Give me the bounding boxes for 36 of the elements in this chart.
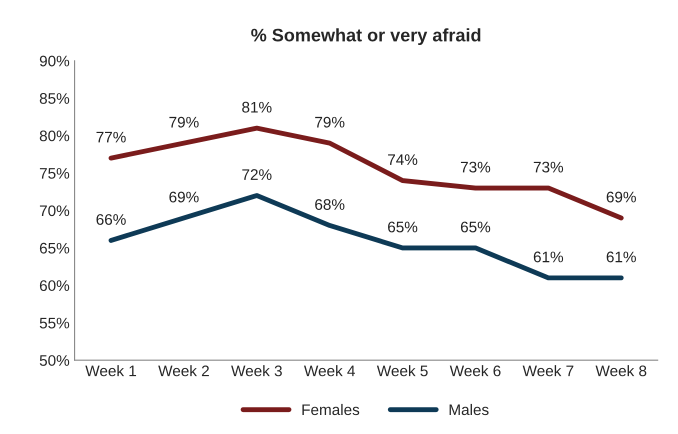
x-tick-label: Week 4 [304,365,355,376]
data-label: 73% [460,162,490,173]
x-tick-label: Week 2 [158,365,209,376]
y-tick-label: 90% [40,56,70,66]
data-label: 79% [315,116,344,128]
data-label: 79% [169,116,199,128]
data-label: 68% [315,199,344,210]
y-tick-label: 65% [40,242,70,254]
y-tick-label: 60% [40,280,70,292]
y-tick-label: 75% [40,168,70,179]
x-tick-label: Week 3 [231,365,282,376]
data-label: 69% [606,192,636,202]
data-label: 69% [169,192,199,202]
data-label: 66% [96,214,126,225]
chart-title: % Somewhat or very afraid [251,28,480,46]
x-tick-label: Week 5 [376,365,428,376]
x-tick-label: Week 1 [85,365,136,376]
y-tick-label: 70% [40,205,70,216]
y-tick-label: 80% [40,130,70,142]
data-label: 77% [96,132,126,143]
y-tick-label: 85% [40,93,70,104]
data-label: 65% [460,222,490,232]
data-label: 81% [242,102,272,113]
legend-label: Females [302,404,360,416]
data-label: 74% [388,154,418,165]
y-tick-label: 50% [40,355,70,366]
x-tick-label: Week 6 [450,365,501,376]
data-label: 61% [534,252,564,262]
x-tick-label: Week 7 [522,365,574,376]
y-tick-label: 55% [40,318,70,328]
data-label: 61% [606,252,636,262]
x-tick-label: Week 8 [596,365,646,376]
data-label: 73% [534,162,564,173]
data-label: 72% [242,169,272,180]
legend-label: Males [450,404,489,416]
data-label: 65% [388,222,418,232]
